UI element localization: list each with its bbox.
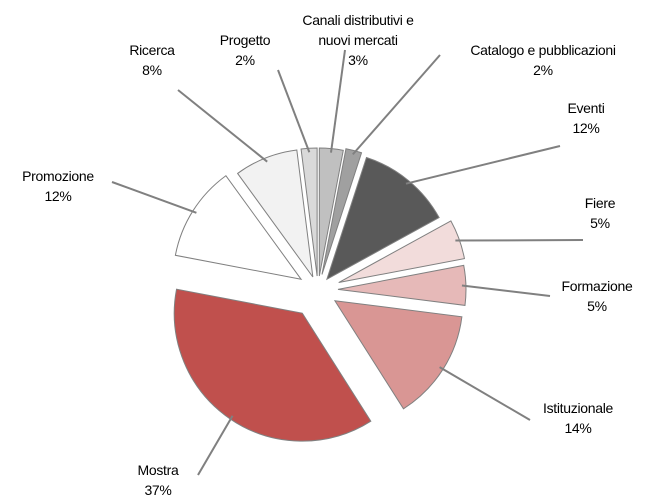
value-label: 3% bbox=[348, 52, 368, 68]
category-label: Mostra bbox=[137, 462, 179, 478]
leader-line bbox=[277, 69, 311, 153]
leader-line bbox=[455, 239, 584, 242]
slice-label: Promozione 12% bbox=[3, 166, 113, 206]
pie-slice bbox=[236, 149, 314, 278]
category-label: Formazione bbox=[561, 278, 633, 294]
value-label: 12% bbox=[44, 188, 72, 204]
leader-line bbox=[439, 366, 531, 421]
leader-line bbox=[352, 54, 441, 156]
pie-slice bbox=[333, 300, 463, 410]
slice-label: Eventi 12% bbox=[556, 98, 616, 138]
slice-label: Istituzionale 14% bbox=[523, 398, 633, 438]
value-label: 5% bbox=[590, 215, 610, 231]
leader-line bbox=[197, 415, 234, 476]
pie-slice bbox=[326, 156, 440, 281]
pie-slice bbox=[321, 148, 363, 275]
category-label: Ricerca bbox=[129, 42, 175, 58]
leader-line bbox=[405, 145, 561, 185]
category-label: Canali distributivi e nuovi mercati bbox=[302, 12, 414, 48]
pie-slice bbox=[337, 264, 467, 306]
pie-slice bbox=[173, 288, 372, 442]
leader-line bbox=[329, 49, 346, 153]
slice-label: Formazione 5% bbox=[547, 276, 646, 316]
category-label: Fiere bbox=[584, 195, 616, 211]
leader-line bbox=[461, 284, 551, 297]
category-label: Progetto bbox=[219, 32, 271, 48]
slice-label: Progetto 2% bbox=[210, 30, 280, 70]
value-label: 37% bbox=[144, 482, 172, 498]
value-label: 5% bbox=[587, 298, 607, 314]
value-label: 2% bbox=[235, 52, 255, 68]
pie-slice bbox=[338, 220, 466, 284]
slice-label: Ricerca 8% bbox=[117, 40, 187, 80]
slice-label: Mostra 37% bbox=[123, 460, 193, 500]
value-label: 2% bbox=[533, 62, 553, 78]
category-label: Eventi bbox=[567, 100, 605, 116]
value-label: 8% bbox=[142, 62, 162, 78]
category-label: Promozione bbox=[22, 168, 94, 184]
slice-label: Canali distributivi e nuovi mercati 3% bbox=[295, 10, 421, 70]
leader-line bbox=[177, 89, 268, 163]
pie-slice bbox=[300, 147, 318, 277]
value-label: 12% bbox=[572, 120, 600, 136]
slice-label: Fiere 5% bbox=[570, 193, 630, 233]
leader-line bbox=[111, 181, 197, 214]
category-label: Catalogo e pubblicazioni bbox=[470, 42, 616, 58]
category-label: Istituzionale bbox=[542, 400, 614, 416]
value-label: 14% bbox=[564, 420, 592, 436]
slice-label: Catalogo e pubblicazioni 2% bbox=[443, 40, 643, 80]
